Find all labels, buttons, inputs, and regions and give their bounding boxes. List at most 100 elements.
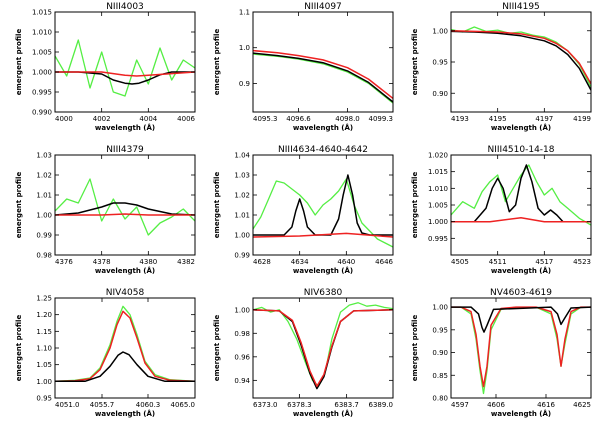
series-group (55, 178, 195, 236)
y-tick-label: 0.94 (234, 377, 250, 385)
series-line-observed (451, 306, 591, 395)
y-axis-label: emergent profile (213, 29, 221, 96)
x-tick-label: 4006 (177, 115, 195, 123)
x-tick-label: 4099.3 (369, 115, 394, 123)
series-group (451, 164, 591, 226)
y-tick-label: 0.995 (32, 89, 52, 97)
x-axis-label: wavelength (Å) (491, 409, 551, 418)
y-tick-label: 1.00 (234, 232, 250, 240)
x-tick-label: 4606 (487, 401, 505, 409)
x-axis-label: wavelength (Å) (293, 266, 353, 275)
plot-frame (450, 154, 592, 256)
series-line-model-red (55, 213, 195, 216)
x-tick-label: 4505 (451, 258, 469, 266)
y-tick-label: 1.10 (36, 345, 52, 353)
series-line-model-red (451, 216, 591, 223)
x-tick-label: 4378 (93, 258, 111, 266)
series-line-observed (55, 305, 195, 382)
x-axis-label: wavelength (Å) (95, 266, 155, 275)
x-tick-label: 4096.6 (286, 115, 311, 123)
y-tick-label: 1.0 (239, 44, 250, 52)
y-tick-label: 1.00 (432, 304, 448, 312)
series-group (55, 305, 195, 383)
series-group (451, 306, 591, 395)
y-tick-label: 0.80 (432, 395, 448, 403)
panel-niv4058: 4051.0 4055.7 4060.3 4065.0 0.95 1.00 1.05 1.10… (15, 288, 196, 418)
x-tick-label: 4517 (535, 258, 553, 266)
x-tick-label: 4625 (573, 401, 591, 409)
y-tick-label: 0.995 (428, 235, 448, 243)
x-tick-label: 4051.0 (55, 401, 80, 409)
x-tick-label: 4195 (489, 115, 507, 123)
panel-title: NIII4510-14-18 (488, 145, 555, 155)
y-tick-label: 1.00 (36, 212, 52, 220)
x-axis-label: wavelength (Å) (95, 123, 155, 132)
plot-frame (252, 11, 394, 113)
series-line-observed (253, 178, 393, 248)
series-line-model-black (253, 52, 393, 103)
panel-niii4379: 4376 4378 4380 4382 0.98 0.99 1.00 1.01 1.02 1.03… (15, 145, 196, 275)
plot-frame (54, 11, 196, 113)
series-line-model-black (451, 306, 591, 333)
y-tick-label: 0.98 (36, 252, 52, 260)
x-tick-label: 4511 (489, 258, 507, 266)
series-group (253, 49, 393, 104)
series-line-model-red (451, 306, 591, 388)
x-tick-label: 4597 (451, 401, 469, 409)
y-tick-label: 0.99 (234, 252, 250, 260)
x-tick-label: 6373.0 (253, 401, 278, 409)
y-tick-label: 0.96 (234, 353, 250, 361)
series-group (451, 26, 591, 91)
panel-title: NIV4058 (106, 288, 145, 298)
y-tick-label: 1.15 (36, 328, 52, 336)
x-tick-label: 4640 (337, 258, 355, 266)
y-tick-label: 1.000 (32, 69, 52, 77)
x-tick-label: 4060.3 (136, 401, 161, 409)
panel-title: NIII4195 (502, 2, 540, 12)
y-axis-label: emergent profile (15, 29, 23, 96)
y-axis-label: emergent profile (213, 172, 221, 239)
y-tick-label: 0.990 (32, 109, 52, 117)
x-axis-label: wavelength (Å) (95, 409, 155, 418)
series-line-model-red (55, 71, 195, 77)
y-axis-label: emergent profile (15, 172, 23, 239)
x-tick-label: 4376 (55, 258, 73, 266)
x-tick-label: 4523 (573, 258, 591, 266)
y-tick-label: 0.98 (234, 330, 250, 338)
y-tick-label: 1.03 (234, 172, 250, 180)
y-tick-label: 0.90 (432, 349, 448, 357)
y-axis-label: emergent profile (411, 172, 419, 239)
y-tick-label: 0.95 (432, 59, 448, 67)
series-line-model-red (253, 232, 393, 238)
panel-niii4634-4640-4642: 4628 4634 4640 4646 0.99 1.00 1.01 1.02 1.03 1.04… (213, 145, 394, 275)
series-line-model-red (55, 310, 195, 383)
panel-niii4003: 4000 4002 4004 4006 0.990 0.995 1.000 1.005 1.01… (15, 2, 196, 132)
x-tick-label: 6378.3 (287, 401, 312, 409)
panel-title: NV4603-4619 (490, 288, 552, 298)
plot-frame (252, 297, 394, 399)
series-line-model-black (451, 164, 591, 223)
y-tick-label: 1.00 (36, 378, 52, 386)
y-tick-label: 1.1 (239, 9, 250, 17)
x-tick-label: 4055.7 (90, 401, 115, 409)
x-axis-label: wavelength (Å) (293, 409, 353, 418)
y-tick-label: 1.05 (36, 361, 52, 369)
series-line-observed (253, 53, 393, 104)
panel-title: NIII4097 (304, 2, 342, 12)
x-tick-label: 4065.0 (171, 401, 196, 409)
y-tick-label: 0.9 (239, 80, 250, 88)
x-tick-label: 4634 (291, 258, 309, 266)
y-axis-label: emergent profile (411, 315, 419, 382)
y-tick-label: 0.85 (432, 372, 448, 380)
panel-title: NIII4634-4640-4642 (278, 145, 368, 155)
plot-frame (450, 297, 592, 399)
x-tick-label: 4628 (253, 258, 271, 266)
series-line-model-red (253, 49, 393, 99)
y-tick-label: 1.000 (428, 218, 448, 226)
series-group (253, 302, 393, 390)
x-tick-label: 4095.3 (253, 115, 278, 123)
series-line-model-red (451, 30, 591, 85)
plot-frame (54, 154, 196, 256)
y-tick-label: 1.02 (36, 172, 52, 180)
x-axis-label: wavelength (Å) (293, 123, 353, 132)
